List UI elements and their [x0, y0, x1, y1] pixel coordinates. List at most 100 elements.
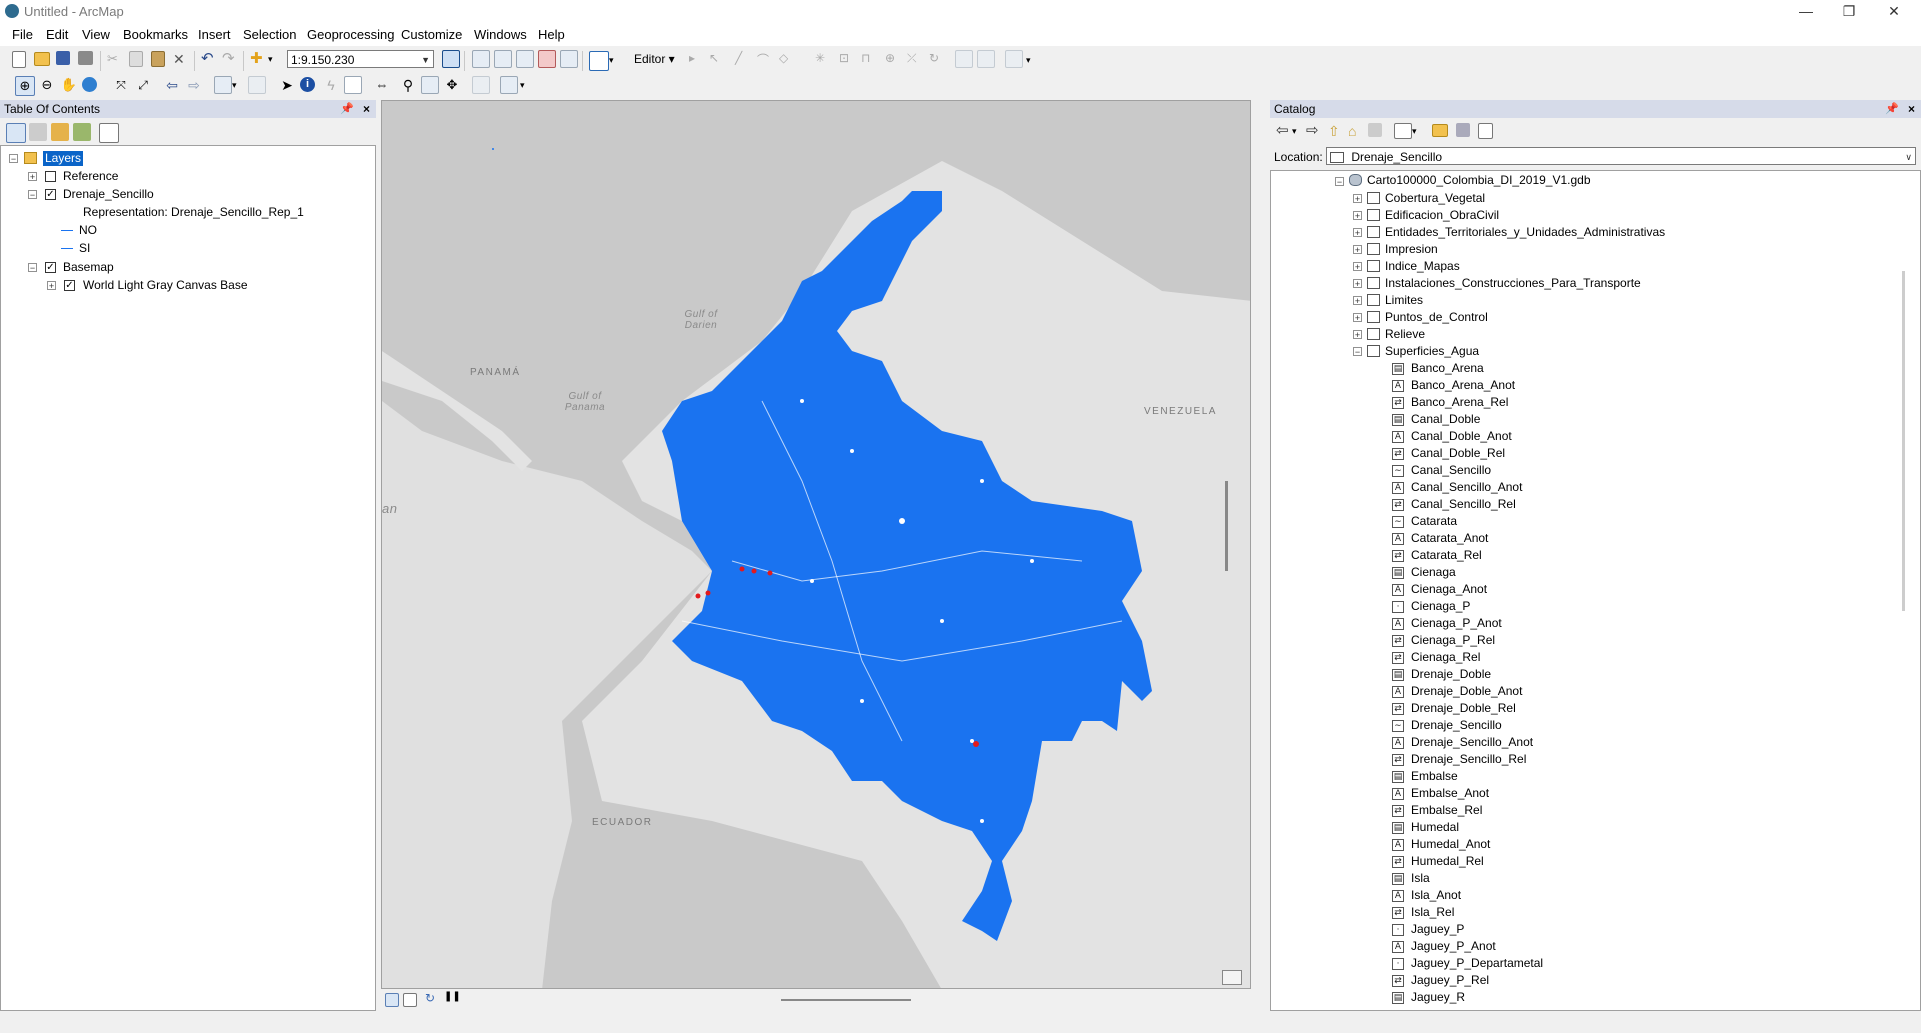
menu-customize[interactable]: Customize [401, 27, 463, 42]
catalog-feature-class-item[interactable]: Embalse_Rel [1411, 803, 1483, 817]
menu-selection[interactable]: Selection [243, 27, 297, 42]
attributes-icon[interactable] [955, 50, 973, 68]
print-icon[interactable] [78, 51, 93, 65]
pause-drawing-icon[interactable]: ❚❚ [444, 991, 461, 1002]
catalog-feature-class-item[interactable]: Isla_Rel [1411, 905, 1455, 919]
catalog-feature-class-item[interactable]: Cienaga_P_Rel [1411, 633, 1496, 647]
pan-icon[interactable]: ✋ [60, 77, 78, 92]
edit-vertices-icon[interactable]: ⊡ [839, 51, 850, 65]
expand-icon[interactable]: + [1353, 296, 1362, 306]
copy-icon[interactable] [129, 51, 143, 67]
new-document-icon[interactable] [12, 51, 26, 68]
expand-icon[interactable]: + [28, 172, 37, 182]
forward-icon[interactable]: ⇨ [1306, 122, 1319, 139]
disconnect-folder-icon[interactable] [1456, 123, 1470, 137]
views-dropdown-icon[interactable]: ▾ [1412, 126, 1417, 136]
edit-annotation-icon[interactable]: ↖ [709, 51, 720, 65]
collapse-icon[interactable]: − [1353, 347, 1362, 357]
time-slider-icon[interactable] [472, 76, 490, 94]
list-by-selection-icon[interactable] [73, 123, 91, 141]
straight-segment-icon[interactable]: ╱ [735, 51, 743, 65]
home-icon[interactable]: ⌂ [1348, 123, 1357, 139]
map-view[interactable]: PANAMÁ VENEZUELA ECUADOR Gulf of Darien … [381, 100, 1251, 989]
hyperlink-icon[interactable]: ϟ [327, 77, 335, 93]
connect-folder-icon[interactable] [1432, 124, 1448, 137]
catalog-feature-class-item[interactable]: Jaguey_P_Departametal [1411, 956, 1544, 970]
catalog-feature-class-item[interactable]: Catarata [1411, 514, 1458, 528]
catalog-feature-class-item[interactable]: Embalse [1411, 769, 1458, 783]
map-scale-combo[interactable]: 1:9.150.230 ▼ [287, 50, 434, 68]
views-icon[interactable] [1394, 123, 1412, 139]
expand-icon[interactable]: + [1353, 330, 1362, 340]
menu-bookmarks[interactable]: Bookmarks [123, 27, 189, 42]
catalog-dataset-item[interactable]: Limites [1385, 293, 1424, 307]
catalog-feature-class-item[interactable]: Isla_Anot [1411, 888, 1462, 902]
catalog-feature-class-item[interactable]: Humedal_Anot [1411, 837, 1491, 851]
location-combo[interactable]: Drenaje_Sencillo ∨ [1326, 147, 1916, 165]
menu-geoprocessing[interactable]: Geoprocessing [307, 27, 395, 42]
pin-icon[interactable]: 📌 [1885, 103, 1899, 115]
clear-selection-icon[interactable] [248, 76, 266, 94]
catalog-dataset-item[interactable]: Puntos_de_Control [1385, 310, 1488, 324]
cut-polygons-icon[interactable]: ⊕ [885, 51, 896, 65]
toggle-contents-icon[interactable] [1368, 123, 1382, 137]
catalog-options-icon[interactable] [1478, 123, 1493, 139]
expand-icon[interactable]: + [1353, 279, 1362, 289]
toolbar-options-icon[interactable]: ▾ [609, 55, 614, 65]
arcgis-online-icon[interactable] [538, 50, 556, 68]
catalog-feature-class-item[interactable]: Cienaga_Anot [1411, 582, 1488, 596]
list-by-drawing-order-icon[interactable] [6, 123, 26, 143]
collapse-icon[interactable]: − [9, 154, 18, 164]
catalog-dataset-item[interactable]: Impresion [1385, 242, 1438, 256]
catalog-feature-class-item[interactable]: Drenaje_Sencillo_Anot [1411, 735, 1534, 749]
zoom-in-icon[interactable]: ⊕ [15, 76, 35, 96]
catalog-feature-class-item[interactable]: Banco_Arena [1411, 361, 1484, 375]
catalog-window-icon[interactable] [494, 50, 512, 68]
restore-button[interactable]: ❐ [1842, 3, 1856, 19]
catalog-feature-class-item[interactable]: Jaguey_P_Rel [1411, 973, 1490, 987]
menu-view[interactable]: View [82, 27, 110, 42]
create-viewer-window-icon[interactable] [500, 76, 518, 94]
catalog-feature-class-item[interactable]: Catarata_Rel [1411, 548, 1482, 562]
refresh-icon[interactable]: ↻ [425, 991, 436, 1005]
zoom-out-icon[interactable]: ⊖ [41, 77, 53, 92]
save-icon[interactable] [56, 51, 70, 65]
collapse-icon[interactable]: − [1335, 177, 1344, 187]
toolbar-options-icon[interactable]: ▾ [520, 80, 525, 90]
catalog-feature-class-item[interactable]: Canal_Sencillo_Anot [1411, 480, 1523, 494]
list-by-visibility-icon[interactable] [51, 123, 69, 141]
data-view-icon[interactable] [385, 993, 399, 1007]
collapse-icon[interactable]: − [28, 190, 37, 200]
back-dropdown-icon[interactable]: ▾ [1292, 126, 1297, 136]
catalog-feature-class-item[interactable]: Catarata_Anot [1411, 531, 1489, 545]
catalog-scrollbar[interactable] [1902, 271, 1905, 611]
catalog-feature-class-item[interactable]: Embalse_Anot [1411, 786, 1490, 800]
menu-insert[interactable]: Insert [198, 27, 231, 42]
catalog-feature-class-item[interactable]: Drenaje_Doble [1411, 667, 1492, 681]
layer-drenaje-sencillo[interactable]: Drenaje_Sencillo [63, 187, 154, 201]
layer-world-light-gray[interactable]: World Light Gray Canvas Base [83, 278, 248, 292]
up-one-level-icon[interactable]: ⇧ [1328, 123, 1340, 139]
expand-icon[interactable]: + [1353, 228, 1362, 238]
paste-icon[interactable] [151, 51, 165, 67]
catalog-feature-class-item[interactable]: Banco_Arena_Rel [1411, 395, 1509, 409]
open-folder-icon[interactable] [34, 52, 50, 66]
catalog-feature-class-item[interactable]: Drenaje_Sencillo [1411, 718, 1502, 732]
layers-data-frame[interactable]: Layers [43, 151, 84, 166]
menu-windows[interactable]: Windows [474, 27, 527, 42]
add-data-icon[interactable]: ✚ [250, 50, 263, 67]
endpoint-arc-icon[interactable]: ⌒ [757, 53, 770, 67]
catalog-feature-class-item[interactable]: Jaguey_P [1411, 922, 1465, 936]
basemap-checkbox[interactable]: ✓ [45, 262, 56, 273]
python-window-icon[interactable] [560, 50, 578, 68]
arctoolbox-icon[interactable] [472, 50, 490, 68]
layout-view-toggle-icon[interactable] [1222, 970, 1242, 985]
close-icon[interactable]: × [362, 102, 370, 116]
search-window-icon[interactable] [516, 50, 534, 68]
catalog-feature-class-item[interactable]: Drenaje_Sencillo_Rel [1411, 752, 1527, 766]
catalog-feature-class-item[interactable]: Jaguey_R [1411, 990, 1466, 1004]
delete-icon[interactable]: ✕ [173, 51, 185, 67]
catalog-feature-class-item[interactable]: Isla [1411, 871, 1430, 885]
catalog-feature-class-item[interactable]: Canal_Doble [1411, 412, 1481, 426]
identify-icon[interactable]: i [300, 77, 315, 92]
